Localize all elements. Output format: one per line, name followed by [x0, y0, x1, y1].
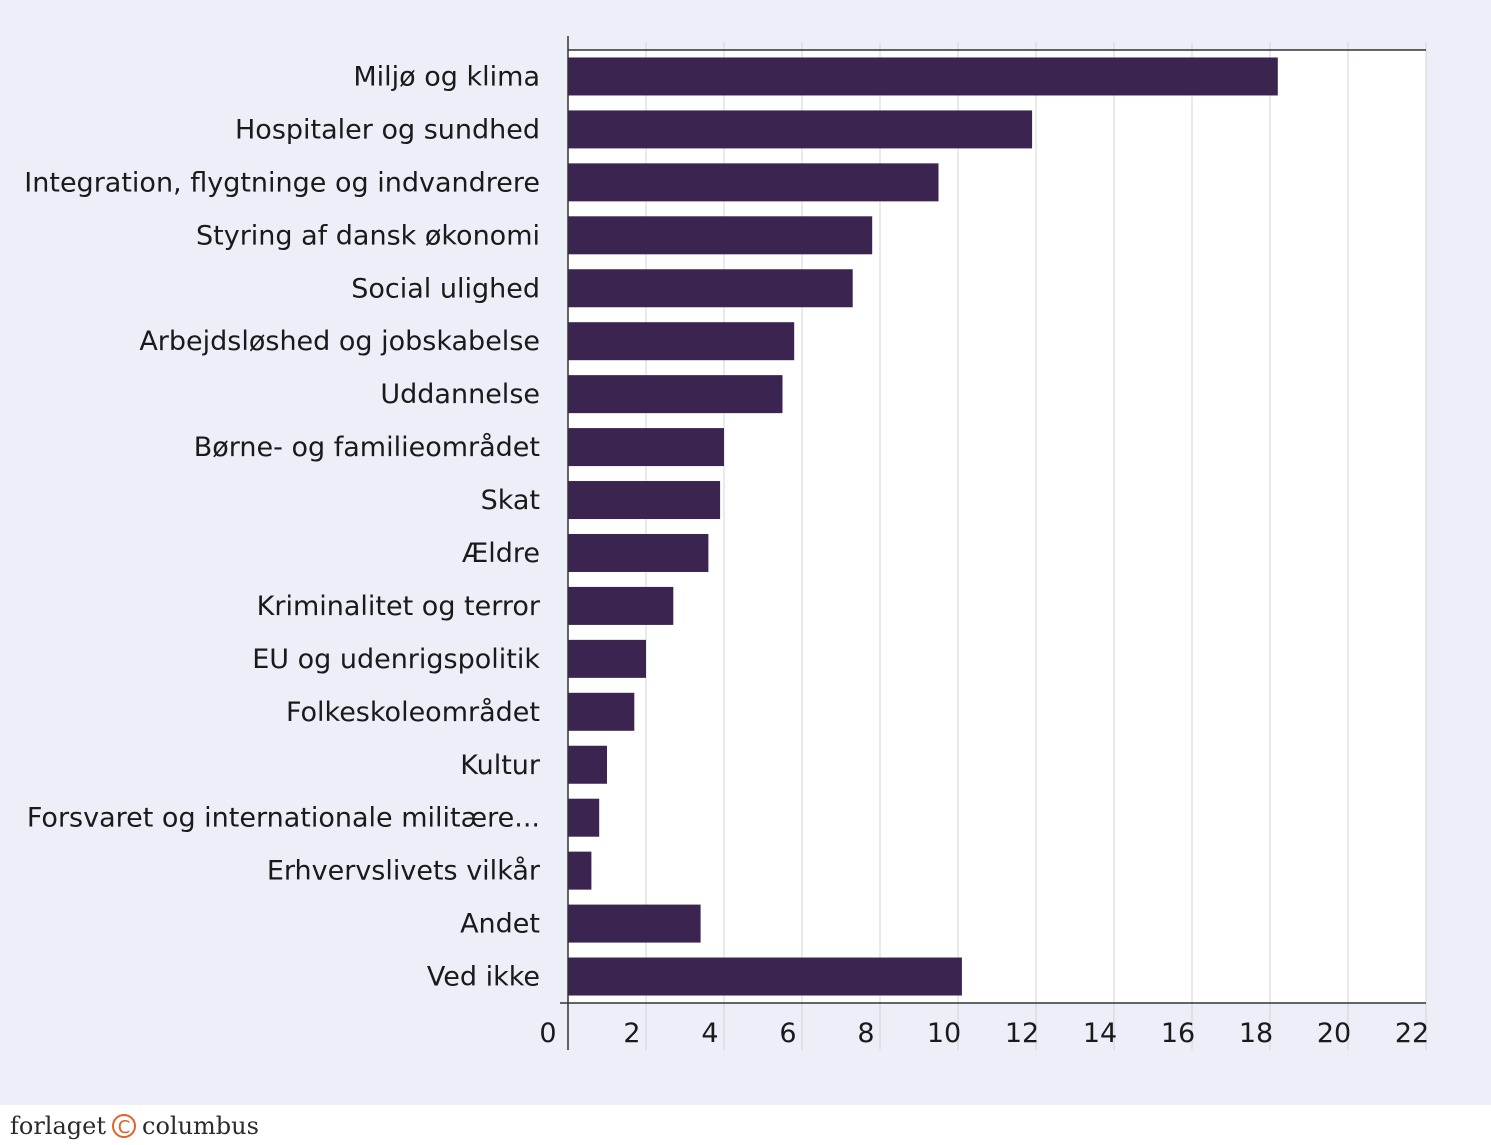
bar-4: [568, 269, 853, 308]
bar-13: [568, 745, 607, 784]
category-label-4: Social ulighed: [351, 273, 540, 304]
publisher-footer: forlaget C columbus: [10, 1110, 259, 1142]
x-tick-label-20: 20: [1317, 1018, 1351, 1049]
x-tick-label-2: 2: [623, 1018, 640, 1049]
x-tick-label-4: 4: [701, 1018, 718, 1049]
brand-left-text: forlaget: [10, 1112, 106, 1140]
x-tick-label-6: 6: [779, 1018, 796, 1049]
category-label-16: Andet: [460, 909, 540, 940]
bar-12: [568, 692, 635, 731]
bar-14: [568, 798, 600, 837]
x-tick-label-0: 0: [539, 1018, 556, 1049]
category-label-12: Folkeskoleområdet: [286, 697, 540, 728]
category-label-11: EU og udenrigspolitik: [252, 644, 540, 675]
category-label-8: Skat: [481, 485, 540, 516]
category-label-5: Arbejdsløshed og jobskabelse: [139, 326, 540, 357]
brand-right-text: columbus: [142, 1112, 259, 1140]
bar-17: [568, 957, 962, 996]
x-tick-label-8: 8: [857, 1018, 874, 1049]
category-label-6: Uddannelse: [380, 379, 540, 410]
chart-panel: 0 2 4 6 8 10 12 14 16 18 20 22 Miljø og klima Hospita…: [0, 0, 1491, 1105]
bar-11: [568, 639, 646, 678]
category-label-14: Forsvaret og internationale militære...: [27, 803, 540, 834]
bar-3: [568, 216, 873, 255]
bar-5: [568, 322, 795, 361]
category-label-15: Erhvervslivets vilkår: [267, 856, 541, 887]
x-tick-label-18: 18: [1239, 1018, 1273, 1049]
bar-16: [568, 904, 701, 943]
x-tick-label-10: 10: [927, 1018, 961, 1049]
bar-chart: 0 2 4 6 8 10 12 14 16 18 20 22 Miljø og klima Hospita…: [24, 36, 1429, 1050]
category-label-3: Styring af dansk økonomi: [196, 220, 540, 251]
bar-10: [568, 586, 674, 625]
x-tick-label-14: 14: [1083, 1018, 1117, 1049]
category-label-13: Kultur: [460, 750, 541, 781]
bar-7: [568, 428, 724, 467]
category-label-7: Børne- og familieområdet: [194, 432, 540, 463]
copyright-logo-icon: C: [112, 1114, 136, 1138]
bar-15: [568, 851, 592, 890]
bar-1: [568, 110, 1033, 149]
x-tick-label-12: 12: [1005, 1018, 1039, 1049]
category-label-10: Kriminalitet og terror: [257, 591, 541, 622]
bar-0: [568, 57, 1278, 96]
bar-9: [568, 533, 709, 572]
category-label-2: Integration, flygtninge og indvandrere: [24, 167, 540, 198]
x-tick-label-22: 22: [1395, 1018, 1429, 1049]
bar-2: [568, 163, 939, 202]
category-label-17: Ved ikke: [427, 962, 540, 993]
x-tick-label-16: 16: [1161, 1018, 1195, 1049]
bar-8: [568, 481, 721, 520]
plot-area: [568, 50, 1426, 1003]
category-label-0: Miljø og klima: [353, 61, 540, 92]
category-label-1: Hospitaler og sundhed: [235, 114, 540, 145]
category-label-9: Ældre: [462, 538, 540, 569]
bar-6: [568, 375, 783, 414]
